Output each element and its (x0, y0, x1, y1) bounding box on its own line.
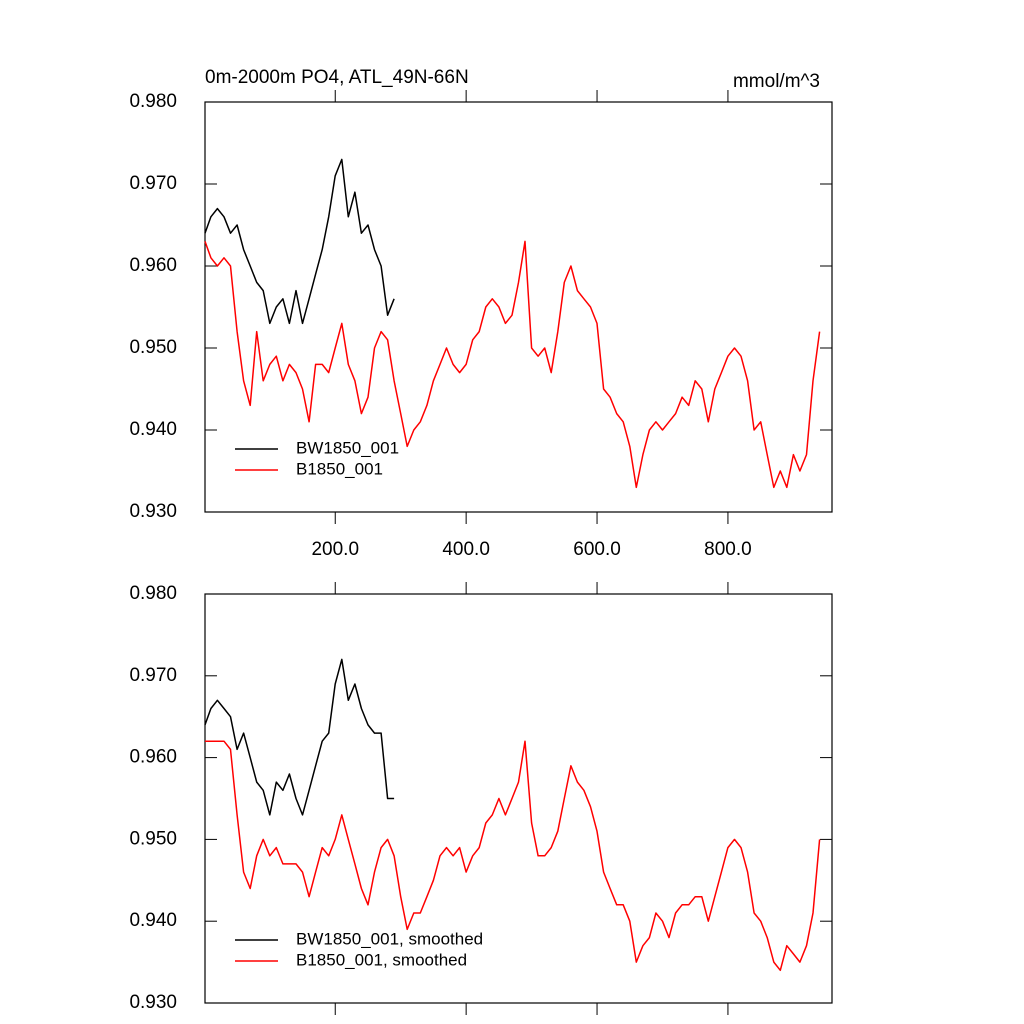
plot-frame (204, 101, 833, 513)
x-tick-label: 600.0 (573, 539, 621, 560)
plot-frame (204, 593, 833, 1004)
legend-label: BW1850_001, smoothed (296, 929, 483, 948)
series-line (204, 658, 395, 816)
x-tick-label: 800.0 (704, 539, 752, 560)
x-tick-label: 400.0 (442, 539, 490, 560)
y-tick-label: 0.940 (129, 419, 177, 440)
legend-label: BW1850_001 (296, 438, 399, 457)
y-tick-label: 0.950 (129, 337, 177, 358)
chart-title: 0m-2000m PO4, ATL_49N-66N (205, 67, 469, 88)
y-tick-label: 0.980 (129, 583, 177, 604)
series-line (204, 158, 395, 325)
y-tick-label: 0.970 (129, 665, 177, 686)
series-line (205, 740, 821, 972)
y-tick-label: 0.980 (129, 91, 177, 112)
y-tick-label: 0.970 (129, 173, 177, 194)
y-tick-label: 0.960 (129, 255, 177, 276)
y-tick-label: 0.930 (129, 501, 177, 522)
y-tick-label: 0.940 (129, 910, 177, 931)
y-tick-label: 0.950 (129, 828, 177, 849)
units-label: mmol/m^3 (733, 71, 820, 92)
legend-label: B1850_001 (296, 459, 383, 478)
y-tick-label: 0.960 (129, 747, 177, 768)
y-tick-label: 0.930 (129, 992, 177, 1013)
series-line (204, 240, 821, 489)
x-tick-label: 200.0 (311, 539, 359, 560)
legend-label: B1850_001, smoothed (296, 950, 467, 969)
